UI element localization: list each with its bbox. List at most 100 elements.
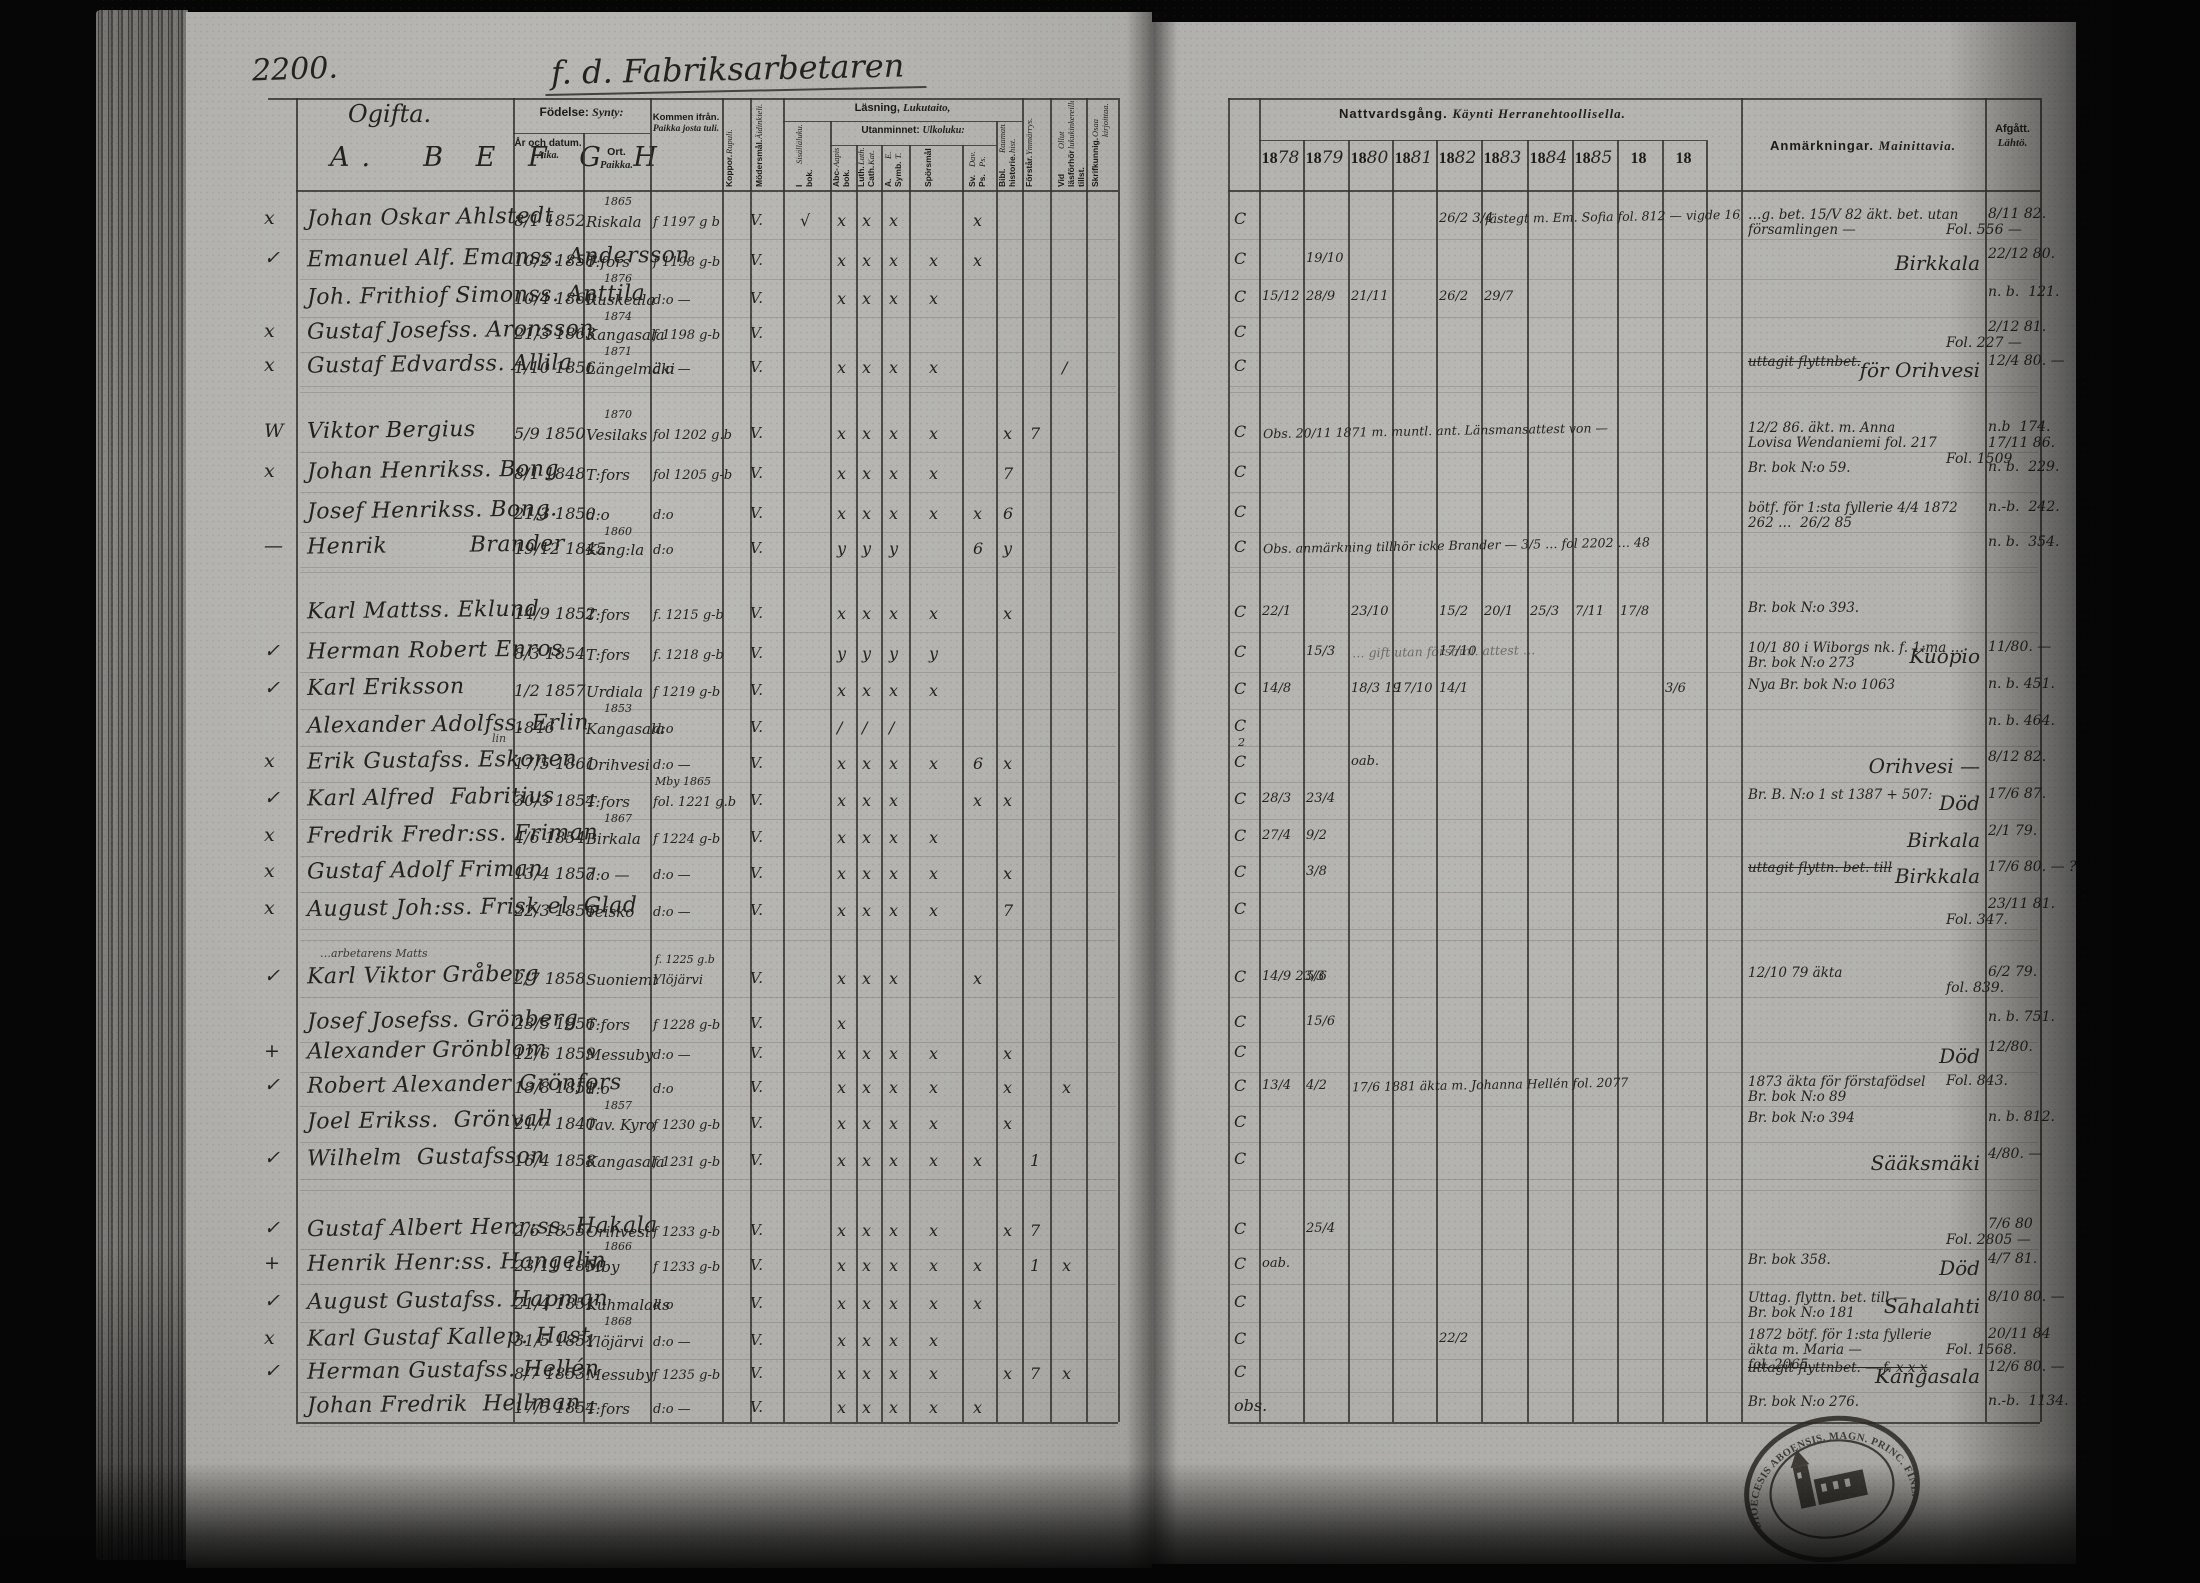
year-printed: 18	[1483, 150, 1500, 167]
communion-date: oab.	[1351, 754, 1380, 769]
reading-mark: x	[837, 901, 847, 920]
remark-line: Br. bok N:o 393.	[1748, 600, 1860, 616]
birth-place: T:fors	[586, 253, 630, 271]
communion-date: 18/3 19	[1351, 681, 1401, 696]
reading-mark: 7	[1030, 424, 1041, 443]
reading-mark: x	[973, 504, 983, 523]
reading-mark: 7	[1003, 901, 1014, 920]
communion-date: 5/6	[1306, 969, 1327, 984]
reading-mark: x	[889, 864, 899, 883]
birth-column-header: Födelse: Synty:	[513, 105, 650, 120]
table-rule-vertical	[996, 121, 998, 1422]
vaccination-mark: V.	[750, 324, 763, 342]
birth-place: Längelmäki	[586, 360, 675, 378]
communion-date: oab.	[1262, 1256, 1291, 1271]
rotated-header-fi: Luth. Kat.	[856, 148, 876, 165]
communion-check: C	[1234, 537, 1247, 556]
table-rule-vertical	[1348, 140, 1350, 1422]
right-page	[1152, 22, 2076, 1564]
reading-mark: x	[889, 504, 899, 523]
row-guide-line	[1230, 1179, 2038, 1180]
birth-place: Birkala	[586, 830, 641, 848]
birth-date: 16/4 1858	[514, 1151, 596, 1170]
row-guide-line	[1230, 997, 2038, 998]
margin-mark: x	[264, 750, 275, 772]
table-rule-horizontal	[830, 145, 996, 146]
communion-date: 20/1	[1484, 604, 1514, 619]
rotated-column-header: Förstår. Ymmärrys.	[1024, 101, 1034, 187]
row-guide-line	[300, 317, 1116, 318]
vaccination-mark: V.	[750, 604, 763, 622]
birth-place-header-sv: Ort.	[607, 146, 626, 158]
table-rule-vertical	[1050, 98, 1052, 1422]
vaccination-mark: V.	[750, 1256, 763, 1274]
row-guide-line	[1230, 1284, 2038, 1285]
reading-mark: x	[889, 251, 899, 270]
vaccination-mark: V.	[750, 1294, 763, 1312]
birth-place: Kuhmalaks	[586, 1296, 670, 1314]
birth-place: T:fors	[586, 793, 630, 811]
row-guide-line	[1230, 940, 2038, 941]
reading-mark: x	[862, 1151, 872, 1170]
reading-mark: x	[1003, 864, 1013, 883]
margin-mark: ✓	[264, 1290, 280, 1312]
communion-date: 15/2	[1439, 604, 1469, 619]
birth-place: T:fors	[586, 606, 630, 624]
reading-mark: x	[889, 358, 899, 377]
reading-mark: x	[862, 1364, 872, 1383]
vaccination-mark: V.	[750, 1014, 763, 1032]
table-rule-vertical	[830, 121, 832, 1422]
remark-script: Kuopio	[1909, 644, 1980, 668]
row-guide-line	[300, 352, 1116, 353]
reading-mark: x	[837, 1151, 847, 1170]
remark-line: äkta m. Maria —	[1748, 1342, 1862, 1358]
reading-mark: x	[862, 504, 872, 523]
person-name: Karl Viktor Gråberg	[306, 961, 540, 990]
reading-mark: x	[929, 464, 939, 483]
rotated-header-fi: Sisälläluku.	[794, 124, 804, 164]
reading-mark: x	[889, 1256, 899, 1275]
from-folio: fol 1205 g-b	[653, 468, 733, 483]
margin-mark: ✓	[264, 1217, 280, 1239]
from-folio: f. 1215 g-b	[653, 608, 724, 623]
row-guide-line	[300, 279, 1116, 280]
reading-mark: x	[889, 211, 899, 230]
rotated-header-fi: Dav. Ps.	[967, 151, 987, 168]
rotated-column-header: Sv. Ps. Dav. Ps.	[967, 148, 987, 187]
row-guide-line	[1230, 892, 2038, 893]
reading-mark: x	[889, 1078, 899, 1097]
remark-line: Br. bok 358.	[1748, 1252, 1831, 1268]
birth-date-header-sv: År och datum.	[514, 138, 582, 149]
birth-date: 2/6 1855	[514, 1221, 586, 1240]
reading-mark: x	[837, 1014, 847, 1033]
birth-place: Kangasala	[586, 720, 665, 738]
reading-mark: x	[837, 424, 847, 443]
communion-check: C	[1234, 1329, 1247, 1348]
communion-date: 28/3	[1262, 791, 1292, 806]
reading-mark: x	[1003, 1078, 1013, 1097]
reading-header-fi: Lukutaito,	[902, 102, 951, 114]
communion-date: 13/4	[1262, 1078, 1292, 1093]
reading-mark: x	[1003, 1114, 1013, 1133]
row-guide-line	[1230, 1106, 2038, 1107]
birth-place: T:fors	[586, 646, 630, 664]
table-rule-vertical	[1662, 140, 1664, 1422]
reading-mark: x	[973, 251, 983, 270]
rotated-header-fi: Ymmärrys.	[1024, 117, 1034, 155]
from-folio: d:o —	[653, 1048, 691, 1063]
vaccination-mark: V.	[750, 969, 763, 987]
birth-date: 17/5 1861	[514, 754, 596, 773]
vaccination-mark: V.	[750, 251, 763, 269]
row-guide-line	[1230, 1072, 2038, 1073]
reading-mark: x	[1062, 1364, 1072, 1383]
row-guide-line	[300, 386, 1116, 387]
year-header: 1879	[1303, 148, 1346, 168]
from-folio: d:o	[653, 508, 674, 523]
birth-date: 8/7 1853	[514, 1364, 586, 1383]
vaccination-mark: V.	[750, 464, 763, 482]
row-guide-line	[300, 1072, 1116, 1073]
row-guide-line	[1230, 352, 2038, 353]
rotated-header-sv: A. Symb.	[883, 161, 903, 187]
margin-mark: +	[264, 1040, 280, 1062]
reading-mark: x	[889, 604, 899, 623]
